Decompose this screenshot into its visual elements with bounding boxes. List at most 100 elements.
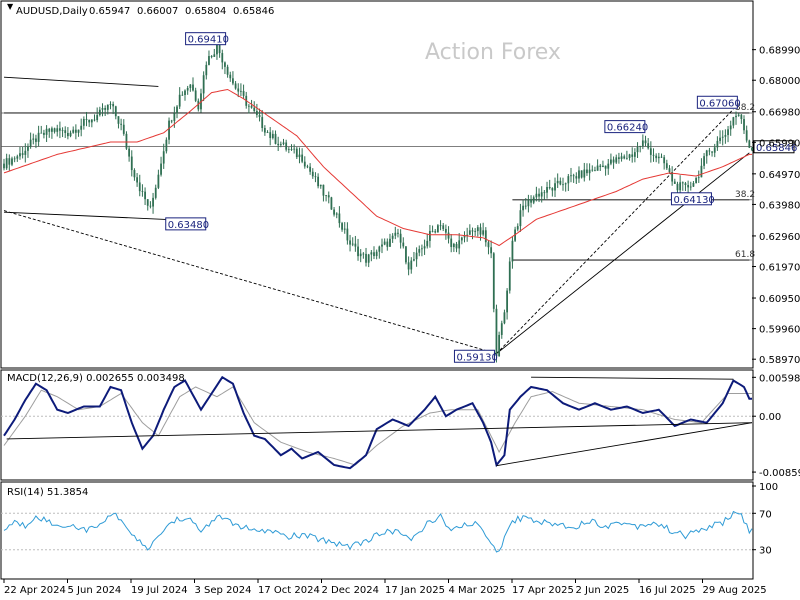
candle-body: [303, 161, 306, 167]
price-label: 0.63480: [168, 220, 209, 231]
candle-body: [431, 230, 434, 232]
price-label-box: [453, 349, 495, 363]
candle-body: [13, 158, 16, 160]
price-panel: [0, 0, 754, 369]
price-label: 0.69410: [188, 35, 229, 46]
candle-body: [687, 185, 690, 188]
candle-body: [700, 165, 703, 178]
candle-body: [599, 165, 602, 167]
candle-body: [354, 243, 357, 247]
candle-body: [596, 165, 599, 171]
time-axis-label: 5 Jun 2024: [68, 585, 122, 596]
rsi-layer: [1, 510, 753, 553]
candle-body: [5, 158, 8, 169]
candle-body: [418, 249, 421, 253]
candle-body: [43, 132, 45, 135]
candle-body: [80, 125, 83, 130]
price-axis-label: 0.68000: [759, 76, 800, 87]
candle-body: [631, 154, 634, 157]
candle-body: [724, 135, 727, 137]
candle-body: [455, 243, 458, 249]
candle-body: [77, 129, 80, 133]
candle-body: [295, 148, 298, 158]
candle-body: [604, 165, 607, 169]
candle-body: [586, 169, 588, 174]
candle-body: [27, 146, 29, 151]
candle-body: [479, 227, 482, 235]
fib-level-label: 38.2: [735, 103, 755, 113]
price-axis-label: 0.66980: [759, 108, 800, 119]
time-axis-label: 17 Jan 2025: [385, 585, 445, 596]
rsi-axis-label: 70: [759, 509, 772, 520]
candle-body: [250, 105, 253, 108]
candle-body: [176, 106, 178, 114]
candle-body: [82, 118, 85, 126]
candle-body: [162, 151, 165, 164]
candle-body: [274, 133, 277, 144]
candle-body: [279, 144, 282, 146]
candle-body: [253, 107, 256, 111]
candle-body: [106, 104, 109, 110]
candle-body: [338, 213, 341, 224]
candle-body: [306, 166, 309, 168]
candle-body: [482, 230, 485, 235]
candle-body: [170, 120, 173, 122]
candle-body: [655, 155, 658, 159]
time-axis-label: 4 Mar 2025: [449, 585, 506, 596]
candle-body: [751, 147, 753, 151]
candle-body: [740, 114, 743, 120]
candle-body: [439, 225, 442, 227]
candle-body: [543, 192, 546, 194]
candle-body: [149, 205, 152, 207]
price-label: 0.67060: [699, 98, 740, 109]
candle-body: [671, 172, 674, 182]
candle-body: [524, 205, 527, 207]
candle-body: [471, 230, 474, 232]
candle-body: [53, 128, 56, 132]
price-label: 0.59130: [456, 352, 497, 363]
time-axis-label: 2 Jun 2025: [576, 585, 630, 596]
candle-body: [636, 147, 639, 153]
candle-body: [711, 151, 713, 153]
candle-body: [623, 156, 626, 159]
price-axis-label: 0.60950: [759, 294, 800, 305]
macd-line: [3, 375, 752, 470]
candle-body: [29, 139, 32, 147]
time-axis-label: 16 Jul 2025: [639, 585, 696, 596]
fib-level-label: 38.2: [735, 190, 755, 200]
candle-body: [660, 156, 663, 158]
candle-body: [205, 64, 208, 76]
candle-body: [258, 114, 261, 118]
candle-body: [125, 133, 128, 149]
price-label-box: [753, 140, 795, 154]
candle-body: [436, 225, 439, 233]
candle-body: [48, 128, 51, 132]
candle-body: [476, 227, 479, 232]
fib-level-label: 61.8: [735, 250, 755, 260]
candle-body: [56, 128, 59, 132]
price-label: 0.65846: [756, 143, 797, 154]
trendline: [3, 211, 196, 222]
candle-body: [492, 253, 495, 309]
candle-body: [93, 119, 96, 121]
candle-body: [426, 240, 429, 247]
candle-body: [716, 140, 719, 148]
candle-body: [538, 193, 540, 197]
candle-body: [138, 182, 141, 192]
candle-body: [546, 187, 548, 193]
candle-body: [59, 128, 61, 131]
price-axis-label: 0.68990: [759, 46, 800, 57]
candle-body: [527, 199, 530, 207]
price-axis-label: 0.59960: [759, 325, 800, 336]
macd-axis-label: 0.005981: [759, 373, 800, 384]
candle-body: [618, 157, 620, 159]
candle-body: [208, 56, 210, 65]
candle-body: [282, 142, 285, 145]
collapse-arrow-icon[interactable]: ▼: [7, 2, 14, 11]
candle-body: [101, 108, 104, 110]
candle-body: [64, 130, 67, 133]
candle-body: [298, 154, 301, 158]
high-value: 0.66007: [137, 6, 178, 17]
candle-body: [11, 158, 13, 165]
candle-body: [663, 157, 666, 164]
